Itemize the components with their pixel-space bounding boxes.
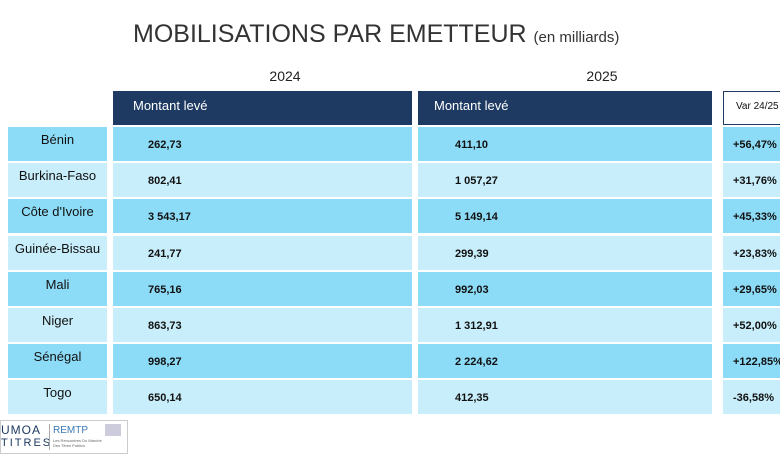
logo-icon xyxy=(105,424,121,436)
title: MOBILISATIONS PAR EMETTEUR (en milliards… xyxy=(133,20,619,49)
table-cell: +31,76% xyxy=(723,163,780,198)
logo-text: REMTP xyxy=(53,425,88,436)
year-label: 2025 xyxy=(586,68,618,84)
table-cell: 863,73 xyxy=(113,308,412,342)
table-cell: +56,47% xyxy=(723,127,780,161)
table-cell: 241,77 xyxy=(113,235,412,270)
table-cell: -36,58% xyxy=(723,380,780,415)
column-header: Montant levé xyxy=(113,91,412,125)
table-cell: 3 543,17 xyxy=(113,199,412,234)
table-cell: +29,65% xyxy=(723,271,780,306)
table-cell: 299,39 xyxy=(418,235,712,270)
row-label: Bénin xyxy=(8,127,107,161)
table-cell: 262,73 xyxy=(113,127,412,161)
row-label: Niger xyxy=(8,308,107,342)
table-cell: 992,03 xyxy=(418,271,712,306)
table-cell: +45,33% xyxy=(723,199,780,234)
row-label: Guinée-Bissau xyxy=(8,235,107,270)
table-cell: 5 149,14 xyxy=(418,199,712,234)
table-cell: +23,83% xyxy=(723,235,780,270)
row-label: Côte d'Ivoire xyxy=(8,199,107,234)
logo-text: UMOA xyxy=(1,423,41,437)
table-cell: 765,16 xyxy=(113,271,412,306)
table-cell: 1 057,27 xyxy=(418,163,712,198)
table-cell: +122,85% xyxy=(723,344,780,379)
title-text: MOBILISATIONS PAR EMETTEUR xyxy=(133,20,527,48)
table-cell: 650,14 xyxy=(113,380,412,415)
table-cell: +52,00% xyxy=(723,308,780,342)
divider xyxy=(49,424,50,450)
table-cell: 802,41 xyxy=(113,163,412,198)
logo: UMOA TITRES REMTP Les Rencontres Du Marc… xyxy=(0,420,128,454)
logo-text: TITRES xyxy=(1,437,53,449)
table-cell: 1 312,91 xyxy=(418,308,712,342)
subtitle: (en milliards) xyxy=(533,29,620,46)
logo-tagline: Les Rencontres Du Marché Des Titres Publ… xyxy=(53,438,102,448)
table-cell: 411,10 xyxy=(418,127,712,161)
row-label: Togo xyxy=(8,380,107,415)
table-cell: 412,35 xyxy=(418,380,712,415)
column-header: Var 24/25 xyxy=(723,91,780,125)
table-cell: 2 224,62 xyxy=(418,344,712,379)
table-cell: 998,27 xyxy=(113,344,412,379)
row-label: Burkina-Faso xyxy=(8,163,107,198)
row-label: Sénégal xyxy=(8,344,107,379)
year-label: 2024 xyxy=(269,68,301,84)
column-header: Montant levé xyxy=(418,91,712,125)
row-label: Mali xyxy=(8,271,107,306)
